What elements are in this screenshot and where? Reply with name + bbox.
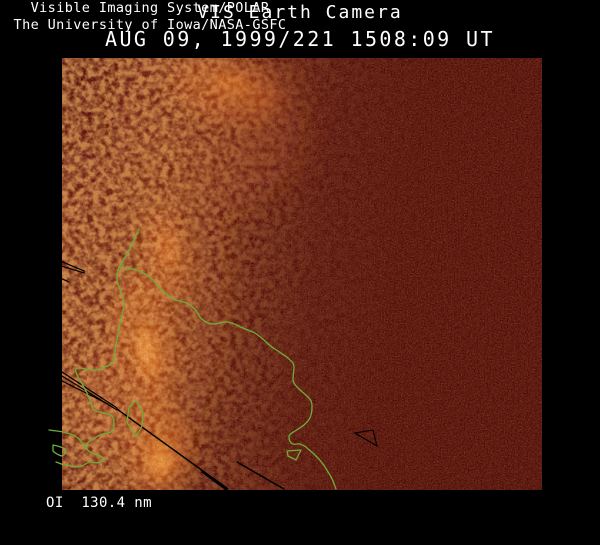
noise-texture-fine	[62, 58, 542, 490]
timestamp-label: AUG 09, 1999/221 1508:09 UT	[105, 27, 495, 51]
wavelength-label: OI 130.4 nm	[46, 495, 152, 511]
coastline-strand	[48, 429, 87, 450]
island-pentagon	[126, 400, 144, 438]
island-triangle	[286, 449, 302, 461]
credit-line-2: The University of Iowa/NASA-GSFC	[13, 17, 287, 33]
data-gap-lines	[62, 261, 378, 490]
page-title: VIS Earth Camera	[197, 2, 403, 23]
coastline-west	[55, 266, 125, 468]
credits-block: Visible Imaging System/POLAR The Univers…	[0, 0, 300, 34]
coastline-overlay	[48, 228, 337, 490]
island-hook	[52, 444, 67, 457]
coastline-main	[118, 228, 337, 490]
credit-line-1: Visible Imaging System/POLAR	[30, 0, 270, 16]
